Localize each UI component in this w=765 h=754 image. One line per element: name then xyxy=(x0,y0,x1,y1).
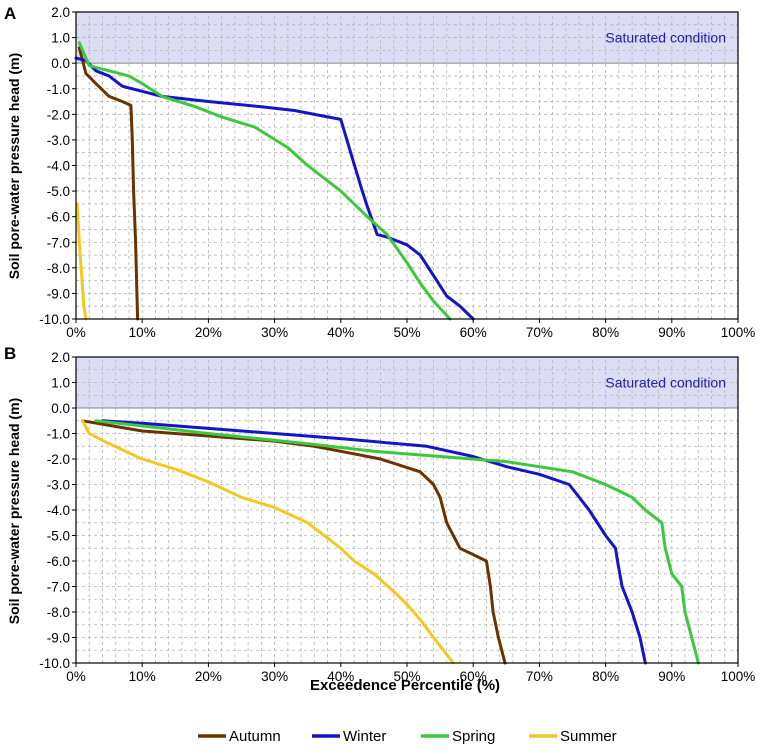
panel-a-x-tick-label: 50% xyxy=(393,325,420,340)
panel-b-x-tick-label: 40% xyxy=(327,669,354,684)
panel-a-y-tick-label: -7.0 xyxy=(47,235,70,250)
panel-b-x-tick-label: 60% xyxy=(460,669,487,684)
x-axis-label: Exceedence Percentile (%) xyxy=(310,677,500,694)
legend-label-spring: Spring xyxy=(452,728,495,745)
panel-a-y-tick-label: -8.0 xyxy=(47,261,70,276)
panel-a-series-spring xyxy=(77,41,452,321)
panel-a-x-tick-label: 100% xyxy=(721,325,756,340)
panel-a-label: A xyxy=(4,4,16,23)
panel-a-x-tick-label: 90% xyxy=(658,325,685,340)
panel-a-x-tick-label: 10% xyxy=(129,325,156,340)
panel-b-x-tick-label: 80% xyxy=(592,669,619,684)
panel-b-series-summer xyxy=(81,419,455,665)
panel-b-x-tick-label: 10% xyxy=(129,669,156,684)
panel-b-y-tick-label: -5.0 xyxy=(47,529,70,544)
panel-b-series-spring xyxy=(94,419,700,665)
panel-a-x-tick-label: 0% xyxy=(66,325,86,340)
panel-a-x-tick-label: 40% xyxy=(327,325,354,340)
legend: Autumn Winter Spring Summer xyxy=(198,728,617,745)
panel-a-y-tick-label: -2.0 xyxy=(47,107,70,122)
panel-a-y-tick-label: 2.0 xyxy=(51,5,70,20)
panel-a-y-tick-label: -5.0 xyxy=(47,184,70,199)
panel-b-x-tick-label: 70% xyxy=(526,669,553,684)
panel-a: A Soil pore-water pressure head (m) Satu… xyxy=(4,4,755,340)
panel-b-y-tick-label: -8.0 xyxy=(47,605,70,620)
panel-b-y-tick-label: 1.0 xyxy=(51,376,70,391)
panel-b-y-tick-label: 0.0 xyxy=(51,401,70,416)
panel-a-y-tick-label: -9.0 xyxy=(47,286,70,301)
panel-a-series-autumn xyxy=(77,46,140,321)
panel-b-x-tick-label: 30% xyxy=(261,669,288,684)
panel-a-x-tick-label: 30% xyxy=(261,325,288,340)
panel-b-y-tick-label: 2.0 xyxy=(51,350,70,365)
panel-a-y-tick-label: -4.0 xyxy=(47,159,70,174)
panel-b-label: B xyxy=(4,344,16,363)
panel-b-y-tick-label: -3.0 xyxy=(47,478,70,493)
panel-a-x-tick-label: 70% xyxy=(526,325,553,340)
panel-a-series-summer xyxy=(75,202,88,321)
panel-a-y-axis-label: Soil pore-water pressure head (m) xyxy=(6,53,22,279)
panel-b-x-tick-label: 100% xyxy=(721,669,756,684)
legend-label-autumn: Autumn xyxy=(229,728,281,745)
panel-a-x-tick-label: 80% xyxy=(592,325,619,340)
panel-b: B Soil pore-water pressure head (m) Exce… xyxy=(4,344,755,694)
panel-b-y-tick-label: -1.0 xyxy=(47,427,70,442)
panel-b-x-tick-label: 90% xyxy=(658,669,685,684)
panel-a-y-tick-label: -6.0 xyxy=(47,210,70,225)
panel-a-y-tick-label: -3.0 xyxy=(47,133,70,148)
panel-a-series-winter xyxy=(74,56,475,321)
panel-a-x-tick-label: 20% xyxy=(195,325,222,340)
panel-b-y-tick-label: -2.0 xyxy=(47,452,70,467)
panel-a-x-tick-label: 60% xyxy=(460,325,487,340)
panel-b-saturated-label: Saturated condition xyxy=(605,375,726,391)
panel-b-series-winter xyxy=(101,419,647,665)
panel-b-y-tick-label: -7.0 xyxy=(47,580,70,595)
panel-b-x-tick-label: 0% xyxy=(66,669,86,684)
panel-b-y-tick-label: -9.0 xyxy=(47,631,70,646)
panel-a-y-tick-label: -10.0 xyxy=(39,312,70,327)
panel-a-y-tick-label: 0.0 xyxy=(51,56,70,71)
panel-b-x-tick-label: 20% xyxy=(195,669,222,684)
panel-b-x-tick-label: 50% xyxy=(393,669,420,684)
panel-b-y-tick-label: -4.0 xyxy=(47,503,70,518)
panel-a-saturated-label: Saturated condition xyxy=(605,30,726,46)
legend-label-summer: Summer xyxy=(560,728,617,745)
panel-b-y-tick-label: -6.0 xyxy=(47,554,70,569)
panel-b-y-axis-label: Soil pore-water pressure head (m) xyxy=(6,398,22,624)
panel-a-y-tick-label: 1.0 xyxy=(51,31,70,46)
legend-label-winter: Winter xyxy=(343,728,386,745)
panel-a-y-tick-label: -1.0 xyxy=(47,82,70,97)
panel-b-y-tick-label: -10.0 xyxy=(39,656,70,671)
